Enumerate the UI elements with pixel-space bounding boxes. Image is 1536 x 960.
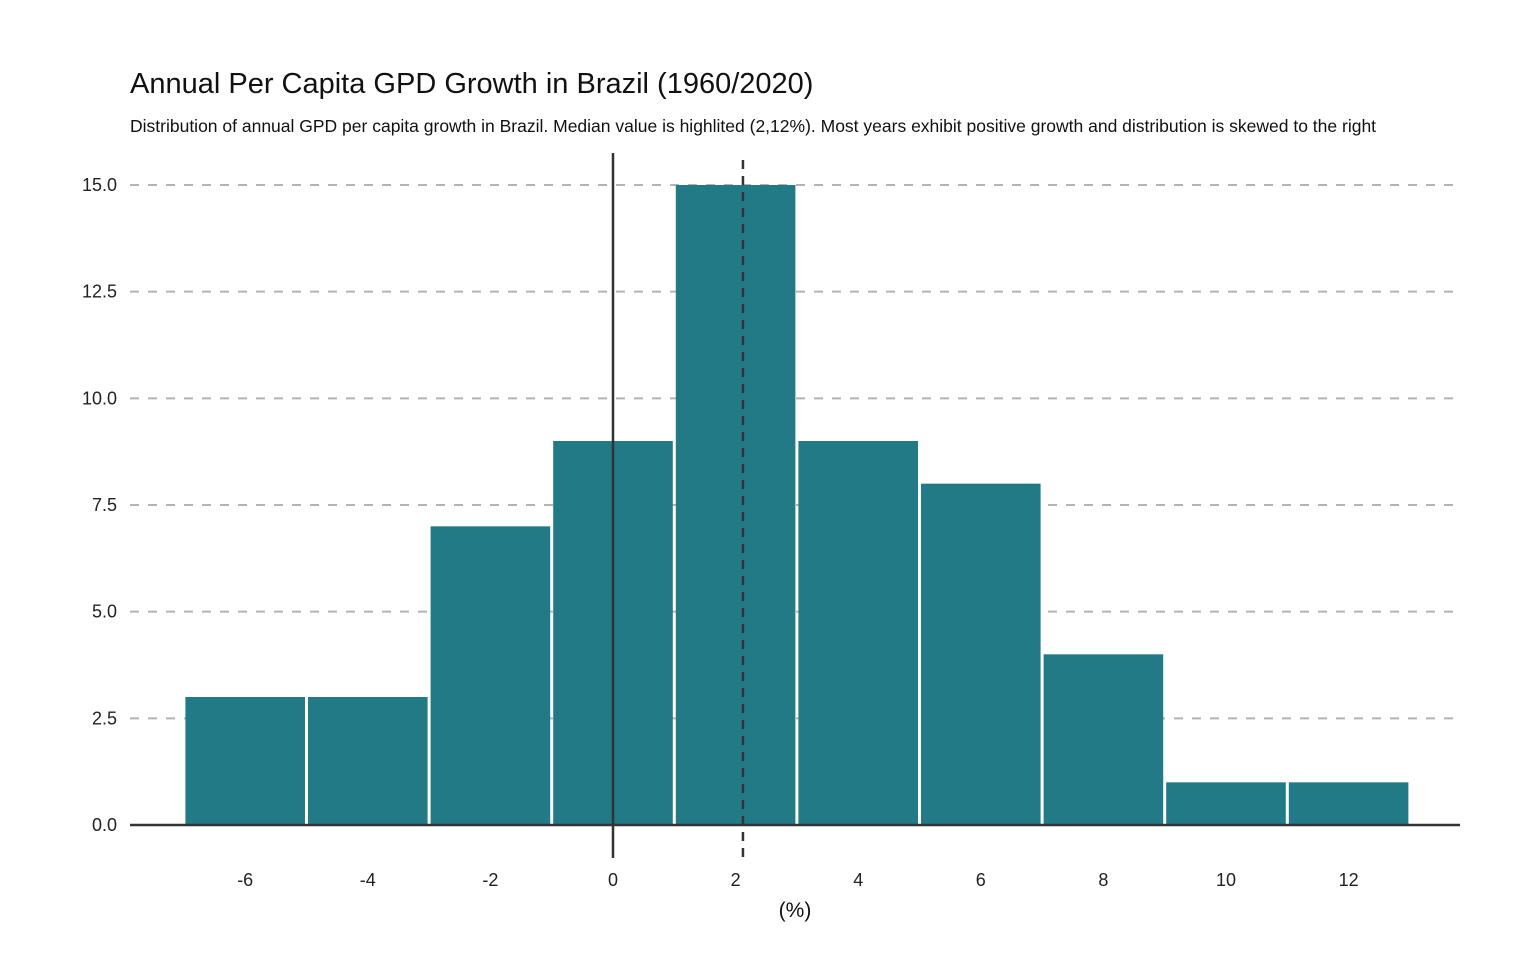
- histogram-bar: [430, 526, 551, 825]
- reference-lines: [130, 153, 1460, 858]
- y-tick-label: 7.5: [92, 495, 117, 515]
- chart-title: Annual Per Capita GPD Growth in Brazil (…: [130, 68, 814, 100]
- histogram-bar: [675, 185, 796, 825]
- x-tick-label: -2: [482, 870, 498, 890]
- histogram-bar: [1288, 782, 1409, 825]
- x-tick-label: 12: [1339, 870, 1359, 890]
- x-tick-label: 10: [1216, 870, 1236, 890]
- histogram-bar: [1166, 782, 1286, 825]
- x-axis-label: (%): [779, 899, 812, 922]
- histogram-bar: [1043, 654, 1164, 825]
- histogram-bar: [921, 483, 1041, 825]
- y-tick-label: 12.5: [82, 282, 117, 302]
- chart-subtitle: Distribution of annual GPD per capita gr…: [130, 116, 1377, 136]
- tick-labels: 0.0 2.5 5.0 7.5 10.0 12.5 15.0 -6 -4 -2 0 2 4 6 8 10 12: [82, 175, 1359, 890]
- x-tick-label: -6: [237, 870, 253, 890]
- y-tick-label: 5.0: [92, 602, 117, 622]
- y-tick-label: 2.5: [92, 708, 117, 728]
- histogram-bar: [798, 441, 918, 825]
- x-tick-label: 6: [976, 870, 986, 890]
- y-tick-label: 0.0: [92, 815, 117, 835]
- histogram-bar: [185, 697, 305, 825]
- x-tick-label: -4: [360, 870, 376, 890]
- x-tick-label: 0: [608, 870, 618, 890]
- histogram-bar: [308, 697, 428, 825]
- x-tick-label: 8: [1098, 870, 1108, 890]
- x-tick-label: 2: [731, 870, 741, 890]
- x-tick-label: 4: [853, 870, 863, 890]
- y-tick-label: 10.0: [82, 388, 117, 408]
- y-tick-label: 15.0: [82, 175, 117, 195]
